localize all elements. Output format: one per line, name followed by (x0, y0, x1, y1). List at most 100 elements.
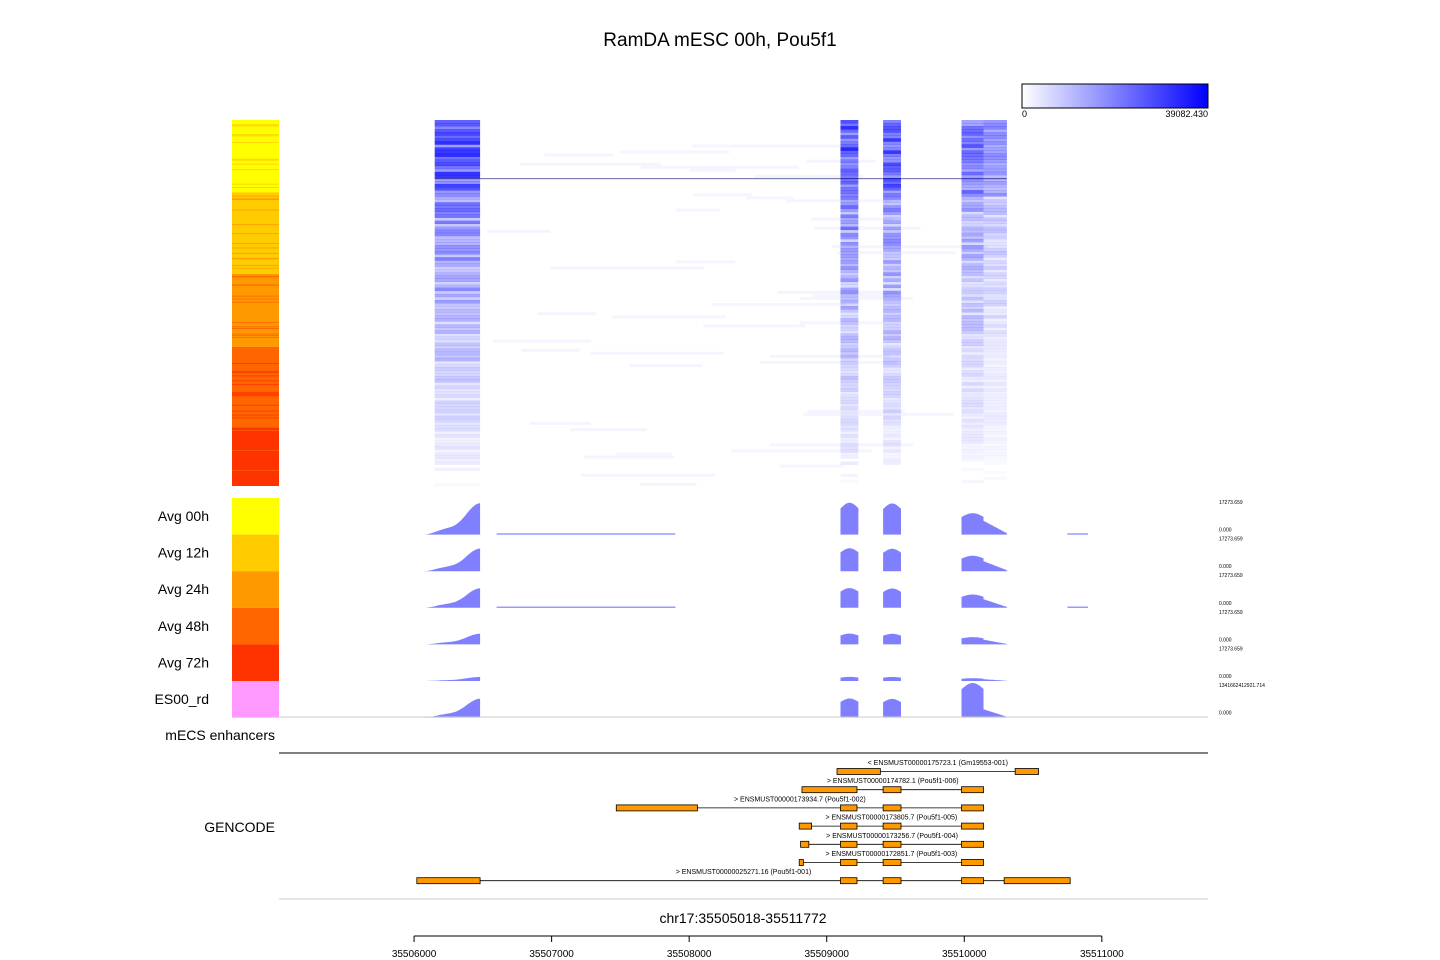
heatmap-cell (840, 147, 859, 151)
heatmap-cell (786, 199, 891, 203)
heatmap-cell (961, 315, 984, 319)
heatmap-cell (840, 382, 859, 386)
heatmap-cell (961, 303, 984, 307)
heatmap-cell (883, 126, 901, 130)
heatmap-cell (983, 138, 1007, 142)
heatmap-cell (840, 415, 859, 420)
group-band-row (232, 209, 279, 211)
heatmap-cell (434, 275, 481, 279)
heatmap-cell (961, 357, 984, 362)
heatmap-cell (961, 306, 984, 310)
heatmap-cell (840, 473, 859, 478)
group-band-row (232, 370, 279, 372)
heatmap-cell (840, 309, 859, 313)
heatmap-cell (840, 229, 859, 234)
heatmap-cell (961, 421, 984, 426)
signal-peak (423, 503, 481, 535)
heatmap-cell (434, 190, 481, 194)
group-band-row (232, 257, 279, 259)
heatmap-cell (883, 162, 901, 167)
heatmap-cell (961, 199, 984, 203)
heatmap-cell (640, 165, 799, 169)
heatmap-cell (434, 171, 481, 176)
signal-peak (423, 698, 481, 718)
group-band-row (232, 134, 279, 136)
heatmap-cell (434, 147, 481, 151)
heatmap-cell (961, 193, 984, 197)
heatmap-cell (983, 211, 1007, 215)
heatmap-cell (434, 184, 481, 188)
heatmap-cell (983, 254, 1007, 258)
heatmap-cell (883, 238, 901, 243)
heatmap-cell (434, 132, 481, 136)
heatmap-cell (961, 354, 984, 359)
transcript-exon (882, 859, 902, 866)
heatmap-cell (434, 281, 481, 285)
heatmap-cell (961, 382, 984, 386)
heatmap-cell (434, 238, 481, 243)
heatmap-cell (983, 370, 1007, 374)
heatmap-cell (434, 260, 481, 264)
heatmap-cell (840, 306, 859, 310)
heatmap-cell (883, 205, 901, 209)
transcript-exon (840, 877, 858, 885)
heatmap-cell (983, 223, 1007, 228)
heatmap-cell (961, 150, 984, 154)
heatmap-cell (983, 263, 1007, 267)
heatmap-cell (983, 299, 1007, 304)
heatmap-cell (434, 187, 481, 191)
heatmap-cell (883, 446, 901, 450)
heatmap-cell (883, 147, 901, 151)
signal-peak (423, 588, 481, 608)
heatmap-cell (883, 229, 901, 234)
heatmap-cell (537, 312, 597, 316)
heatmap-cell (983, 391, 1007, 395)
heatmap-cell (961, 397, 984, 401)
heatmap-cell (983, 418, 1007, 423)
group-band-row (232, 258, 279, 260)
heatmap-cell (961, 196, 984, 200)
heatmap-cell (883, 184, 901, 188)
heatmap-cell (840, 412, 859, 417)
heatmap-cell (883, 409, 901, 414)
heatmap-cell (840, 162, 859, 167)
heatmap-cell (983, 184, 1007, 188)
heatmap-cell (434, 278, 481, 282)
track-max-label: 17273.659 (1219, 500, 1243, 506)
heatmap-cell (983, 293, 1007, 298)
heatmap-cell (961, 184, 984, 188)
heatmap-cell (840, 251, 859, 255)
signal-baseline (1067, 533, 1089, 535)
heatmap-cell (961, 156, 984, 160)
heatmap-cell (883, 120, 901, 124)
heatmap-cell (984, 462, 1007, 465)
transcript-exon (882, 877, 902, 885)
heatmap-cell (983, 284, 1007, 289)
heatmap-cell (549, 266, 705, 270)
heatmap-cell (883, 150, 901, 154)
heatmap-cell (883, 177, 901, 182)
heatmap-cell (840, 351, 859, 356)
heatmap-cell (883, 425, 901, 429)
heatmap-cell (983, 321, 1007, 325)
heatmap-cell (983, 144, 1007, 148)
heatmap-cell (840, 217, 859, 221)
heatmap-cell (983, 306, 1007, 310)
heatmap-rows (434, 120, 1007, 486)
heatmap-cell (883, 303, 901, 307)
heatmap-cell (883, 263, 901, 267)
group-band-row (232, 301, 279, 303)
heatmap-cell (983, 257, 1007, 261)
heatmap-cell (983, 373, 1007, 377)
heatmap-cell (434, 348, 481, 353)
heatmap-cell (883, 418, 901, 423)
heatmap-cell (434, 254, 481, 258)
group-band (232, 427, 279, 486)
signal-peak (983, 679, 1007, 681)
heatmap-cell (434, 242, 481, 246)
heatmap-cell (590, 351, 724, 355)
heatmap-cell (769, 354, 891, 358)
gencode-transcript: > ENSMUST00000025271.16 (Pou5f1-001) (416, 869, 1071, 885)
heatmap-cell (983, 421, 1007, 426)
heatmap-cell (983, 403, 1007, 407)
